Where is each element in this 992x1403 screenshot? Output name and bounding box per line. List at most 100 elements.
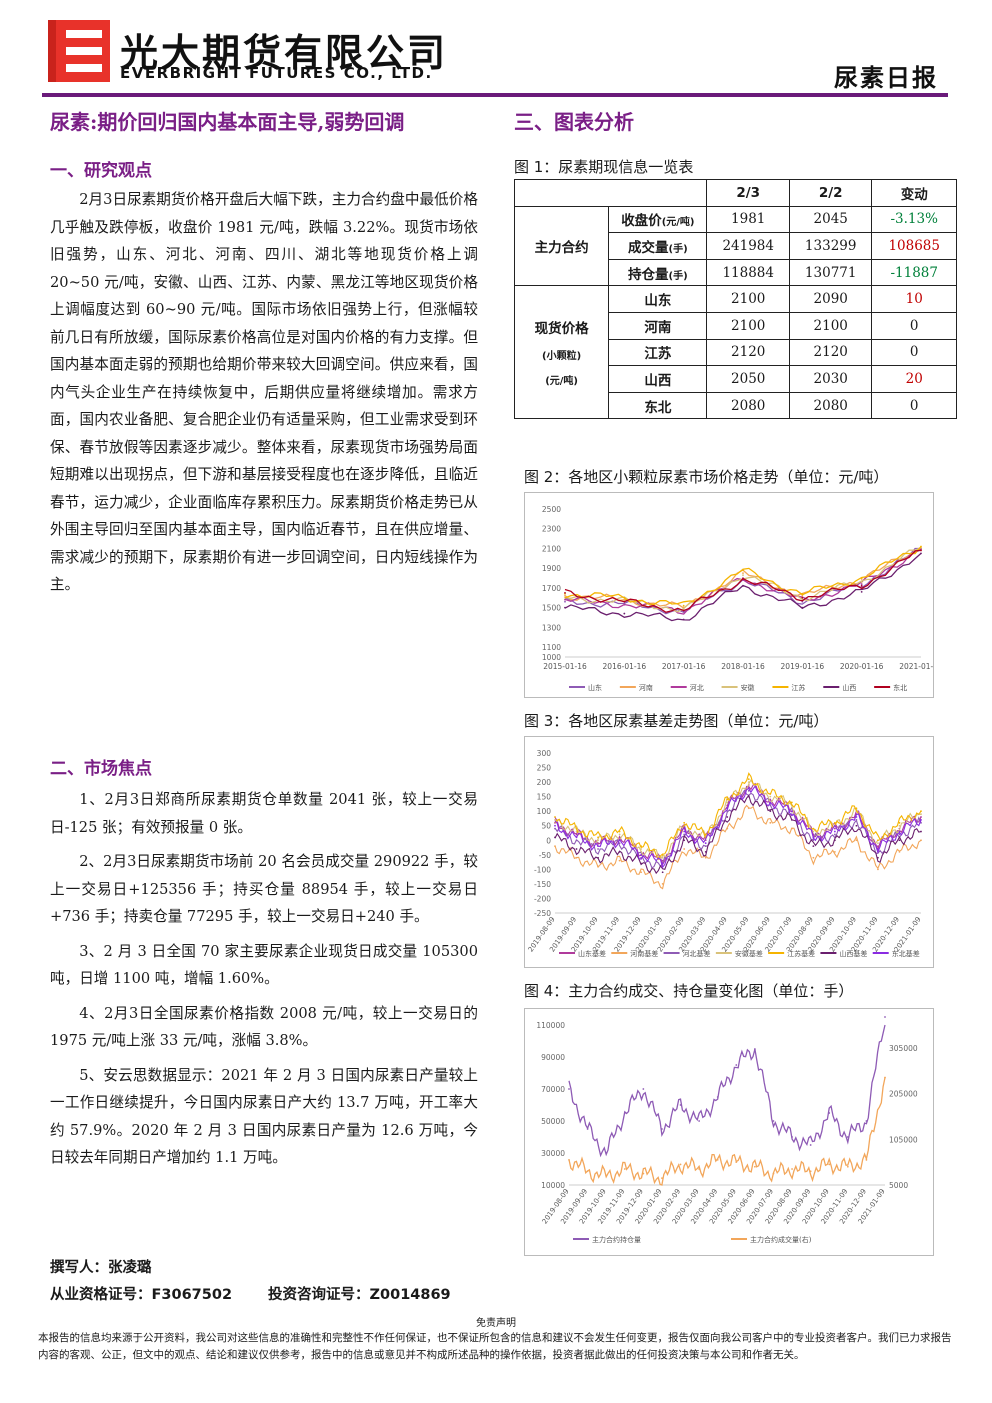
x-tick-label: 2015-01-16	[543, 662, 587, 671]
y-tick-label: 1000	[542, 653, 561, 662]
legend-label: 主力合约成交量(右)	[750, 1235, 812, 1244]
data-point	[554, 827, 556, 830]
y-tick-label: -200	[534, 894, 551, 903]
volume-openinterest-chart: 10000 30000 50000 70000 90000 110000 5000 10500…	[524, 1008, 934, 1256]
table-row: 山西 2050 2030 20	[515, 365, 957, 393]
data-point	[860, 581, 863, 583]
series-line	[568, 1077, 886, 1186]
data-point	[747, 807, 750, 810]
legend-label: 江苏	[791, 683, 805, 692]
data-point	[586, 1170, 589, 1173]
data-point	[682, 609, 685, 612]
data-point	[833, 833, 836, 836]
data-point	[597, 842, 599, 845]
y-tick-label: 1300	[542, 623, 561, 632]
data-point	[640, 871, 643, 874]
data-point	[554, 819, 556, 821]
cell-value: 2120	[788, 338, 873, 367]
y-tick-label: 10000	[541, 1181, 565, 1190]
data-point	[790, 810, 793, 813]
research-text: 2月3日尿素期货价格开盘后大幅下跌，主力合约盘中最低价格几乎触及跌停板，收盘价 …	[50, 186, 478, 599]
data-point	[791, 1168, 793, 1170]
legend-label: 山东	[588, 683, 602, 692]
data-point	[575, 848, 578, 850]
data-point	[618, 836, 621, 839]
cell-value: 2100	[788, 311, 873, 340]
research-paragraph: 2月3日尿素期货价格开盘后大幅下跌，主力合约盘中最低价格几乎触及跌停板，收盘价 …	[50, 191, 478, 593]
data-point	[812, 827, 815, 830]
data-point	[833, 827, 836, 830]
data-point	[742, 585, 744, 587]
fig3-caption: 图 3：各地区尿素基差走势图（单位：元/吨）	[524, 712, 829, 730]
report-type: 尿素日报	[834, 64, 938, 92]
x-tick-label: 2021-01-16	[899, 662, 934, 671]
legend-label: 东北	[893, 683, 907, 692]
data-point	[597, 836, 599, 839]
data-point	[661, 856, 664, 859]
y-tick-label: 1700	[542, 584, 561, 593]
legend-label: 河南基差	[630, 949, 658, 958]
data-point	[640, 848, 643, 850]
series-line	[554, 804, 922, 890]
data-point	[661, 883, 664, 885]
data-point	[898, 824, 901, 827]
x-tick-label: 2020-01-16	[840, 662, 884, 671]
data-point	[772, 1120, 775, 1122]
data-point	[772, 1172, 775, 1175]
table-row: 现货价格 (小颗粒) (元/吨) 山东 2100 2090 10	[513, 285, 957, 420]
y2-tick-label: 105000	[889, 1135, 918, 1144]
data-point	[661, 871, 664, 874]
group-label-main-contract: 主力合约	[513, 205, 610, 287]
y-tick-label: 2500	[542, 505, 561, 514]
focus-item: 1、2月3日郑商所尿素期货仓单数量 2041 张，较上一交易日-125 张；有效…	[50, 791, 478, 836]
data-point	[704, 845, 707, 847]
data-point	[790, 801, 793, 804]
data-point	[801, 606, 804, 609]
row-label: 持仓量(手)	[608, 258, 708, 287]
cell-change: -11887	[871, 258, 957, 287]
cell-value: 2090	[788, 285, 873, 313]
y-tick-label: 200	[537, 778, 552, 787]
data-point	[735, 1161, 738, 1164]
data-point	[855, 816, 858, 818]
data-point	[833, 821, 836, 824]
data-point	[726, 804, 729, 807]
data-point	[683, 821, 686, 824]
data-point	[623, 1112, 626, 1114]
data-point	[661, 1128, 663, 1130]
fig1-caption: 图 1：尿素期现信息一览表	[514, 158, 694, 176]
company-name-en: EVERBRIGHT FUTURES CO., LTD.	[120, 64, 433, 82]
data-point	[920, 545, 922, 548]
y2-tick-label: 5000	[889, 1181, 908, 1190]
data-point	[679, 1163, 682, 1166]
row-label: 收盘价(元/吨)	[608, 205, 708, 234]
data-point	[920, 549, 922, 552]
focus-list: 1、2月3日郑商所尿素期货仓单数量 2041 张，较上一交易日-125 张；有效…	[50, 786, 478, 1179]
data-point	[605, 1174, 608, 1177]
data-point	[877, 848, 879, 850]
y-tick-label: 2300	[542, 525, 561, 534]
x-tick-label: 2017-01-16	[662, 662, 706, 671]
data-point	[564, 598, 566, 601]
y-tick-label: 1500	[542, 604, 561, 613]
data-point	[884, 1016, 886, 1018]
y-tick-label: 1900	[542, 564, 561, 573]
cell-change: 108685	[871, 232, 957, 260]
data-point	[742, 574, 744, 577]
data-point	[753, 1165, 756, 1168]
data-point	[920, 819, 922, 821]
data-point	[735, 1064, 738, 1066]
row-label: 成交量(手)	[608, 232, 708, 260]
cell-value: 2100	[706, 285, 790, 313]
data-point	[920, 810, 922, 813]
y-tick-label: 300	[537, 749, 552, 758]
data-point	[747, 795, 750, 798]
group-label-spot-price: 现货价格 (小颗粒) (元/吨)	[513, 285, 610, 420]
data-point	[898, 833, 901, 836]
col-header: 变动	[871, 179, 957, 207]
data-point	[898, 821, 901, 824]
data-point	[704, 842, 707, 845]
legend-label: 河北基差	[683, 949, 711, 958]
data-point	[855, 807, 858, 810]
data-point	[865, 1120, 868, 1122]
